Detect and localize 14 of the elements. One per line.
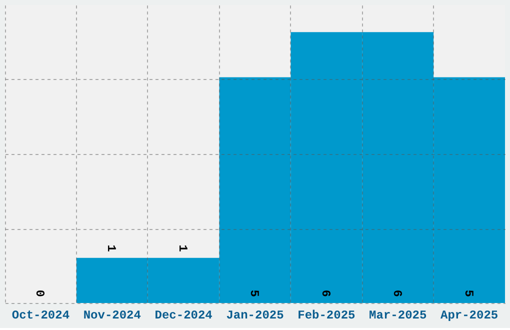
data-label: 1 xyxy=(104,244,118,252)
data-label: 5 xyxy=(247,290,261,297)
data-label: 6 xyxy=(318,290,332,297)
data-label: 5 xyxy=(461,290,476,297)
x-tick-label: Oct-2024 xyxy=(12,308,70,322)
x-tick-label: Dec-2024 xyxy=(154,308,212,322)
x-tick-label: Feb-2025 xyxy=(298,308,356,322)
data-label: 1 xyxy=(176,244,190,252)
x-tick-label: Mar-2025 xyxy=(369,308,427,322)
x-tick-label: Nov-2024 xyxy=(83,308,141,322)
x-tick-label: Jan-2025 xyxy=(226,308,284,322)
data-label: 0 xyxy=(32,290,47,297)
x-tick-label: Apr-2025 xyxy=(440,308,498,322)
data-label: 6 xyxy=(390,290,404,297)
